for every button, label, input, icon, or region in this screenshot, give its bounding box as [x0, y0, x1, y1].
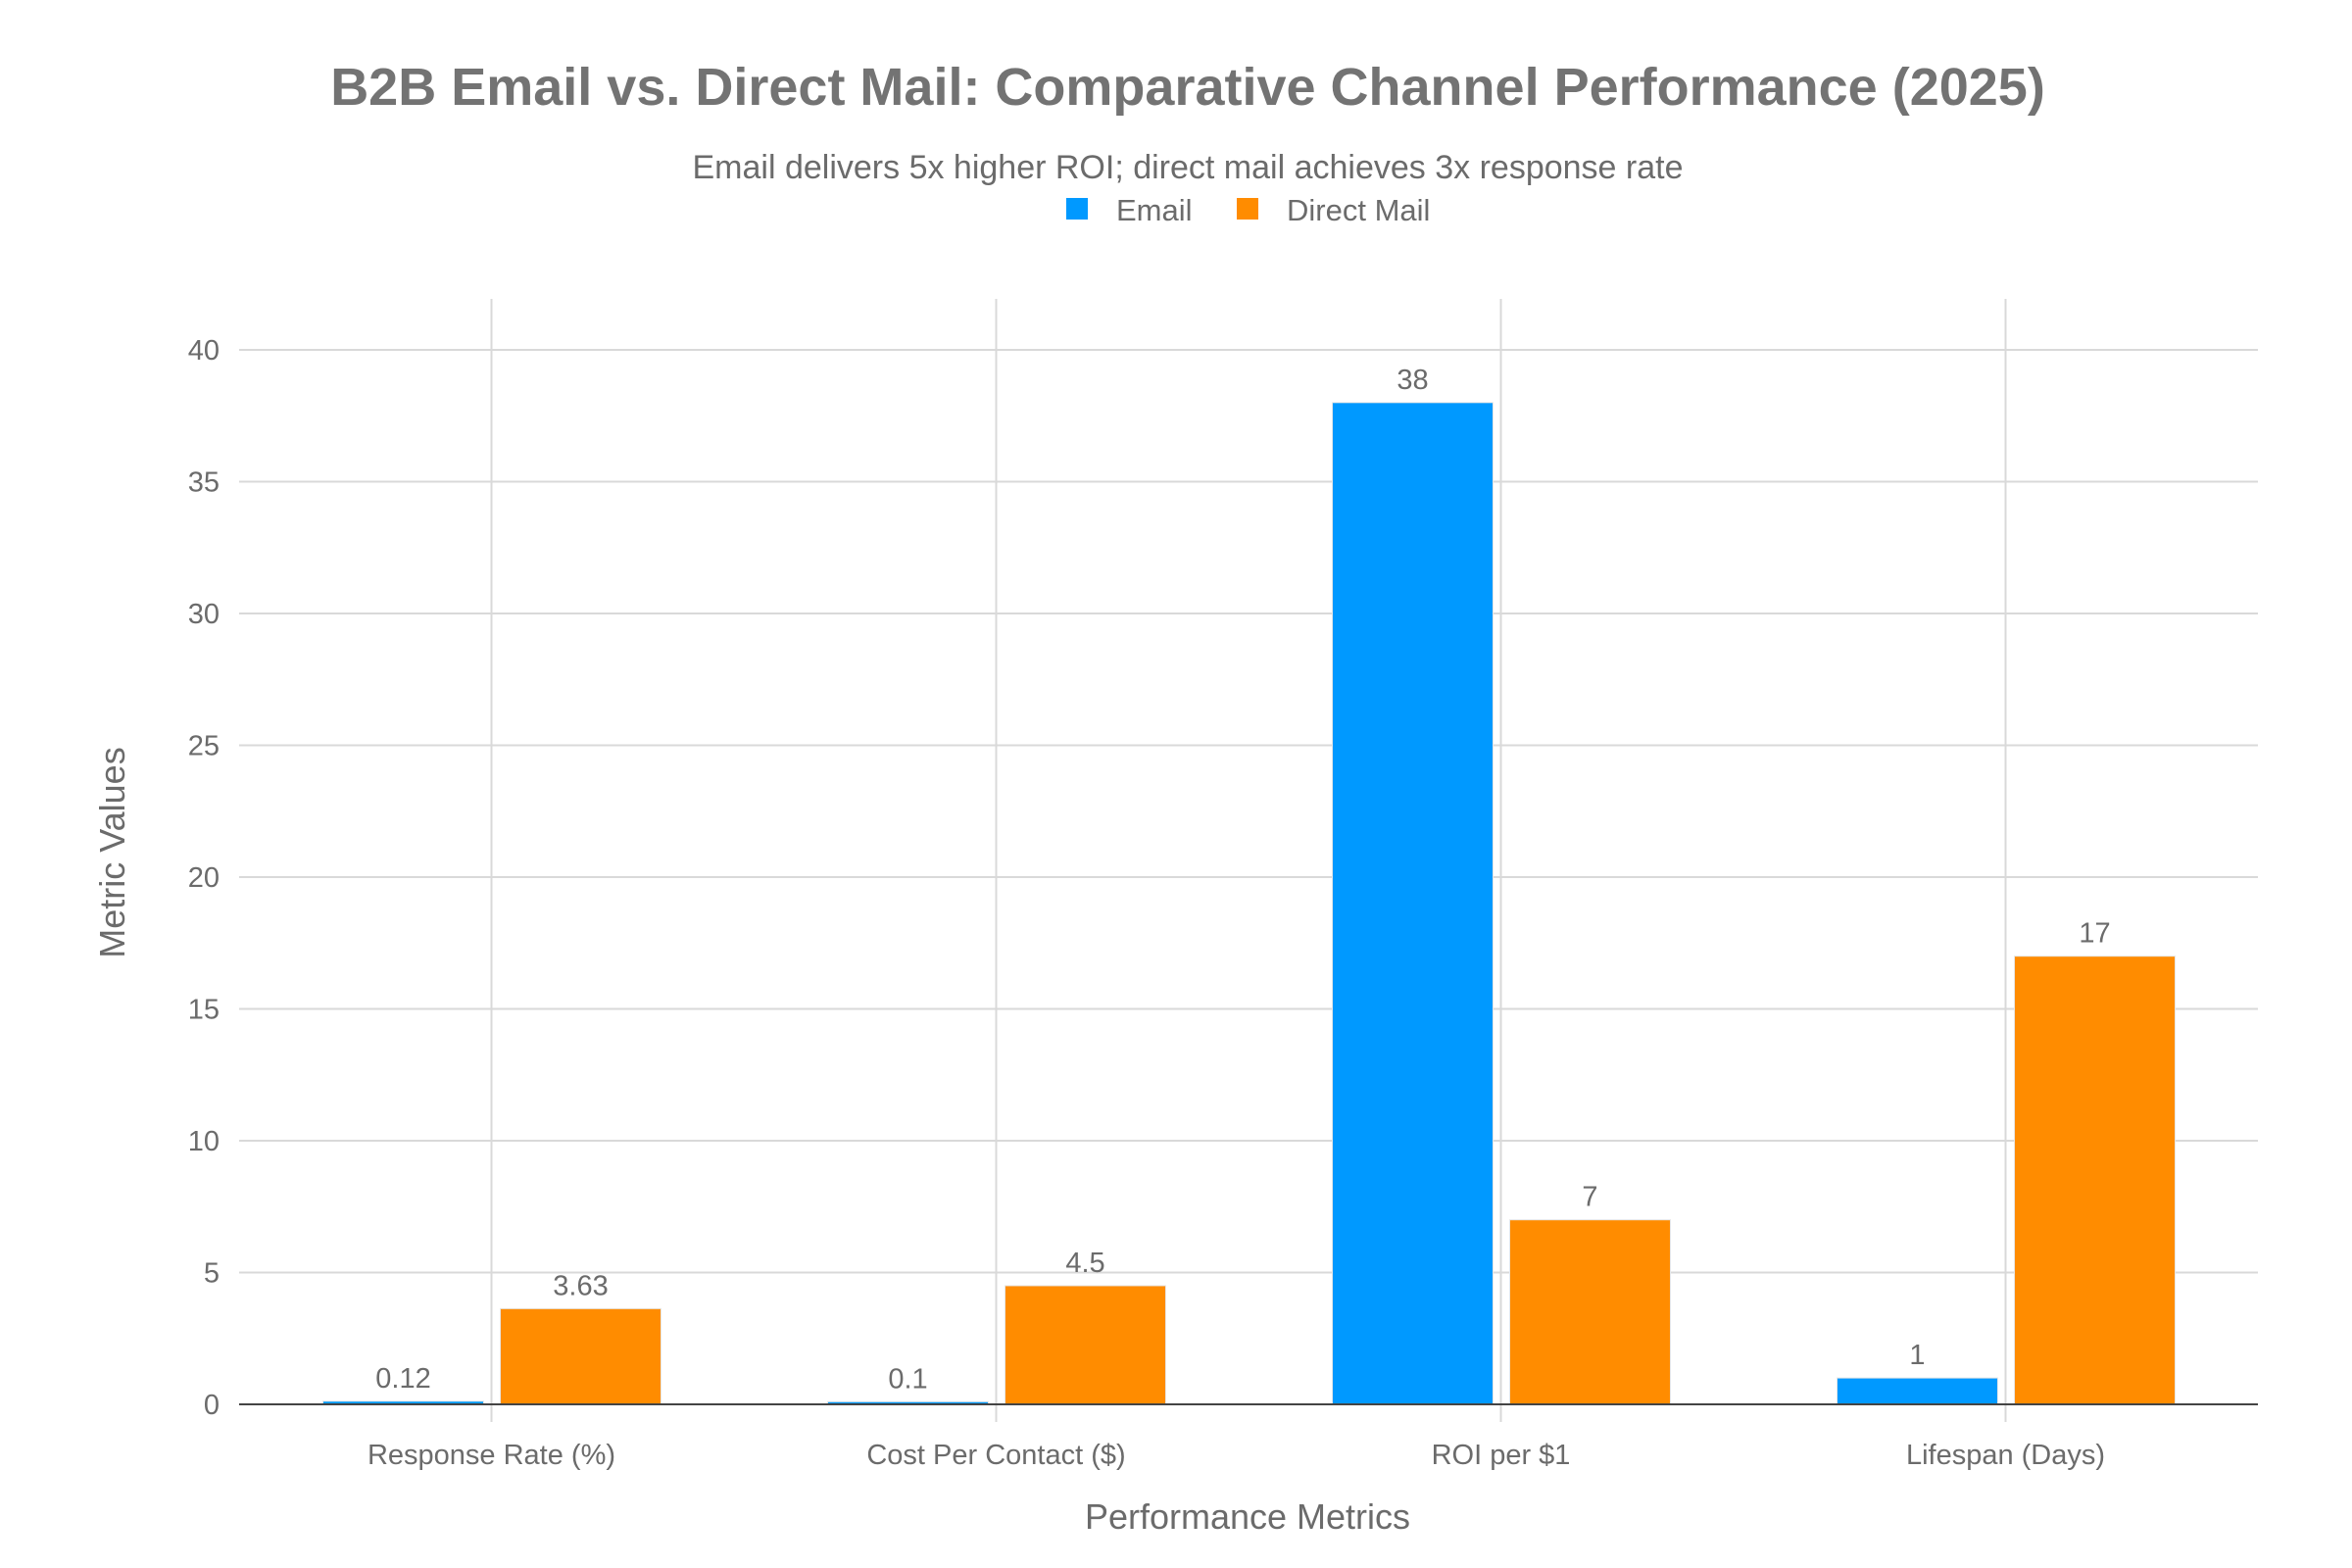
- y-tick-label: 40: [188, 335, 220, 367]
- bar-direct-mail: [1004, 1285, 1166, 1405]
- legend-label-email: Email: [1116, 193, 1193, 227]
- y-tick-label: 25: [188, 731, 220, 762]
- x-tick-label: Cost Per Contact ($): [866, 1440, 1125, 1471]
- data-label: 4.5: [1065, 1248, 1104, 1279]
- bar-direct-mail: [500, 1307, 662, 1405]
- y-tick-label: 5: [204, 1258, 220, 1290]
- y-tick-label: 35: [188, 467, 220, 499]
- bar-email: [1837, 1377, 1998, 1405]
- y-tick-label: 20: [188, 862, 220, 894]
- y-tick-label: 30: [188, 599, 220, 630]
- y-tick-label: 15: [188, 995, 220, 1026]
- chart-title: B2B Email vs. Direct Mail: Comparative C…: [330, 58, 2045, 117]
- y-tick-label: 10: [188, 1126, 220, 1157]
- data-label: 1: [1909, 1340, 1925, 1371]
- data-label: 7: [1582, 1182, 1597, 1213]
- bars: [322, 402, 2176, 1405]
- data-label: 0.12: [375, 1363, 430, 1395]
- bar-direct-mail: [2014, 956, 2176, 1405]
- data-label: 3.63: [553, 1270, 608, 1301]
- data-label: 38: [1396, 365, 1428, 396]
- legend: Email Direct Mail: [1066, 193, 1430, 227]
- data-label: 17: [2079, 918, 2110, 950]
- y-tick-label: 0: [204, 1390, 220, 1421]
- chart-subtitle: Email delivers 5x higher ROI; direct mai…: [693, 149, 1684, 186]
- bar-direct-mail: [1509, 1219, 1671, 1405]
- legend-swatch-direct-mail: [1237, 198, 1258, 220]
- bar-email: [1332, 402, 1494, 1405]
- x-tick-label: ROI per $1: [1432, 1440, 1571, 1471]
- axes: 0 5 10 15 20 25 30 35 40 Response Rate (%) Cost Pe…: [188, 335, 2258, 1471]
- gridlines: [239, 299, 2258, 1422]
- legend-swatch-email: [1066, 198, 1088, 220]
- data-labels: 0.12 3.63 0.1 4.5 38 7 1 17: [375, 365, 2110, 1396]
- x-tick-label: Lifespan (Days): [1906, 1440, 2105, 1471]
- y-axis-title: Metric Values: [92, 747, 132, 957]
- x-axis-title: Performance Metrics: [1085, 1496, 1410, 1537]
- x-tick-label: Response Rate (%): [368, 1440, 615, 1471]
- data-label: 0.1: [888, 1363, 927, 1395]
- legend-label-direct-mail: Direct Mail: [1287, 193, 1430, 227]
